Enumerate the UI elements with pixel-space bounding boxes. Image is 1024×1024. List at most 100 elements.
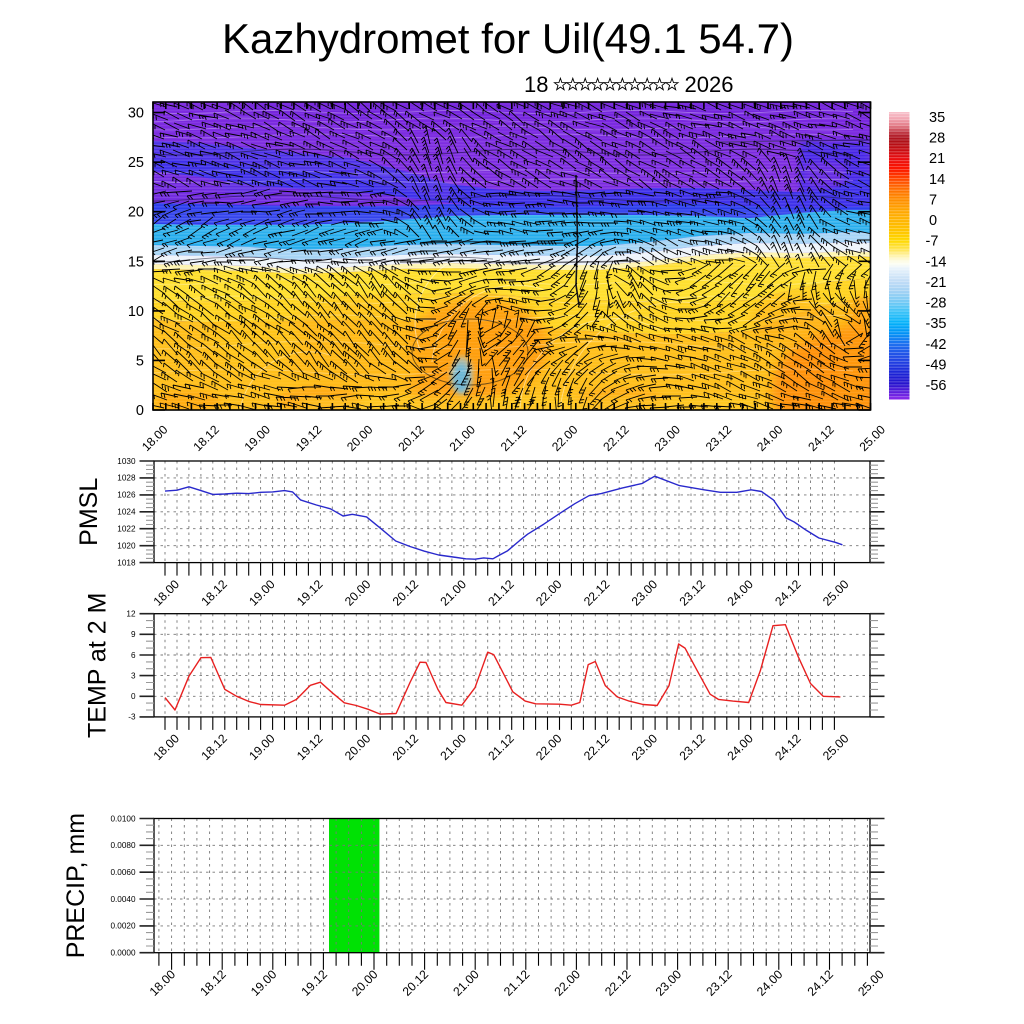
svg-text:0: 0 [131, 692, 136, 701]
svg-text:PMSL: PMSL [75, 478, 103, 546]
svg-text:22.00: 22.00 [533, 731, 565, 763]
svg-text:20.12: 20.12 [390, 731, 422, 763]
svg-text:19.00: 19.00 [246, 577, 278, 609]
svg-text:24.12: 24.12 [772, 577, 804, 609]
svg-text:-21: -21 [926, 275, 947, 291]
svg-text:22.00: 22.00 [533, 577, 565, 609]
svg-text:-28: -28 [926, 296, 947, 312]
svg-text:18.00: 18.00 [151, 731, 183, 763]
svg-text:2026: 2026 [685, 72, 734, 97]
svg-text:Kazhydromet for Uil(49.1 54.7): Kazhydromet for Uil(49.1 54.7) [222, 15, 794, 62]
svg-text:24.00: 24.00 [724, 577, 756, 609]
svg-text:0.0000: 0.0000 [110, 949, 135, 958]
svg-text:18.12: 18.12 [198, 577, 230, 609]
svg-text:6: 6 [131, 651, 136, 660]
svg-text:22.12: 22.12 [602, 967, 634, 999]
svg-text:20.00: 20.00 [342, 731, 374, 763]
svg-text:24.12: 24.12 [772, 731, 804, 763]
svg-text:5: 5 [136, 353, 144, 369]
svg-text:21.00: 21.00 [447, 422, 479, 454]
svg-text:28: 28 [929, 131, 945, 147]
svg-text:24.12: 24.12 [805, 967, 837, 999]
svg-text:23.00: 23.00 [653, 967, 685, 999]
svg-text:-7: -7 [926, 234, 939, 250]
svg-text:25.00: 25.00 [820, 577, 852, 609]
svg-text:25.00: 25.00 [857, 422, 889, 454]
svg-text:21.12: 21.12 [485, 731, 517, 763]
svg-text:19.00: 19.00 [246, 731, 278, 763]
svg-text:19.00: 19.00 [242, 422, 274, 454]
svg-text:-49: -49 [926, 357, 947, 373]
svg-text:24.00: 24.00 [724, 731, 756, 763]
svg-text:TEMP at 2 M: TEMP at 2 M [84, 593, 112, 738]
svg-text:-14: -14 [926, 254, 947, 270]
svg-text:23.12: 23.12 [677, 731, 709, 763]
svg-text:10: 10 [128, 304, 144, 320]
svg-text:21.12: 21.12 [501, 967, 533, 999]
svg-text:25.00: 25.00 [820, 731, 852, 763]
svg-text:0.0060: 0.0060 [110, 868, 135, 877]
svg-text:23.12: 23.12 [703, 422, 735, 454]
svg-text:0.0020: 0.0020 [110, 922, 135, 931]
svg-text:0.0040: 0.0040 [110, 895, 135, 904]
svg-text:20.12: 20.12 [395, 422, 427, 454]
svg-text:1018: 1018 [117, 558, 136, 567]
svg-text:19.12: 19.12 [299, 967, 331, 999]
svg-text:18: 18 [524, 72, 548, 97]
svg-text:21.12: 21.12 [498, 422, 530, 454]
svg-text:-35: -35 [926, 316, 947, 332]
svg-text:18.00: 18.00 [139, 422, 171, 454]
svg-text:19.00: 19.00 [248, 967, 280, 999]
svg-text:23.00: 23.00 [629, 577, 661, 609]
svg-text:19.12: 19.12 [293, 422, 325, 454]
svg-text:-56: -56 [926, 378, 947, 394]
svg-text:3: 3 [131, 671, 136, 680]
svg-text:21.00: 21.00 [438, 731, 470, 763]
svg-text:20.00: 20.00 [344, 422, 376, 454]
svg-text:23.00: 23.00 [652, 422, 684, 454]
svg-text:19.12: 19.12 [294, 731, 326, 763]
svg-text:0: 0 [136, 403, 144, 419]
svg-text:-42: -42 [926, 337, 947, 353]
svg-text:15: 15 [128, 254, 144, 270]
svg-text:18.00: 18.00 [151, 577, 183, 609]
svg-text:1026: 1026 [117, 491, 136, 500]
svg-text:1022: 1022 [117, 525, 136, 534]
svg-text:21.00: 21.00 [450, 967, 482, 999]
svg-text:18.12: 18.12 [197, 967, 229, 999]
svg-text:1024: 1024 [117, 508, 136, 517]
svg-text:24.00: 24.00 [754, 422, 786, 454]
svg-text:22.12: 22.12 [581, 577, 613, 609]
svg-text:1028: 1028 [117, 474, 136, 483]
svg-text:0: 0 [929, 213, 937, 229]
svg-text:24.00: 24.00 [754, 967, 786, 999]
svg-text:0.0100: 0.0100 [110, 814, 135, 823]
svg-text:20.00: 20.00 [342, 577, 374, 609]
svg-text:21.12: 21.12 [485, 577, 517, 609]
svg-text:23.12: 23.12 [703, 967, 735, 999]
svg-text:22.00: 22.00 [549, 422, 581, 454]
svg-text:21.00: 21.00 [438, 577, 470, 609]
svg-text:20: 20 [128, 205, 144, 221]
svg-text:18.12: 18.12 [198, 731, 230, 763]
svg-text:23.12: 23.12 [677, 577, 709, 609]
svg-text:0.0080: 0.0080 [110, 841, 135, 850]
svg-text:20.00: 20.00 [349, 967, 381, 999]
svg-text:22.12: 22.12 [581, 731, 613, 763]
svg-text:1020: 1020 [117, 542, 136, 551]
svg-text:20.12: 20.12 [400, 967, 432, 999]
svg-text:7: 7 [929, 193, 937, 209]
svg-text:21: 21 [929, 151, 945, 167]
svg-text:35: 35 [929, 110, 945, 126]
svg-text:18.12: 18.12 [190, 422, 222, 454]
svg-text:22.00: 22.00 [552, 967, 584, 999]
svg-text:19.12: 19.12 [294, 577, 326, 609]
svg-text:9: 9 [131, 630, 136, 639]
svg-text:-3: -3 [128, 713, 136, 722]
svg-text:12: 12 [126, 610, 136, 619]
svg-text:25: 25 [128, 155, 144, 171]
svg-text:22.12: 22.12 [600, 422, 632, 454]
svg-text:18.00: 18.00 [147, 967, 179, 999]
svg-text:20.12: 20.12 [390, 577, 422, 609]
svg-text:30: 30 [128, 106, 144, 122]
